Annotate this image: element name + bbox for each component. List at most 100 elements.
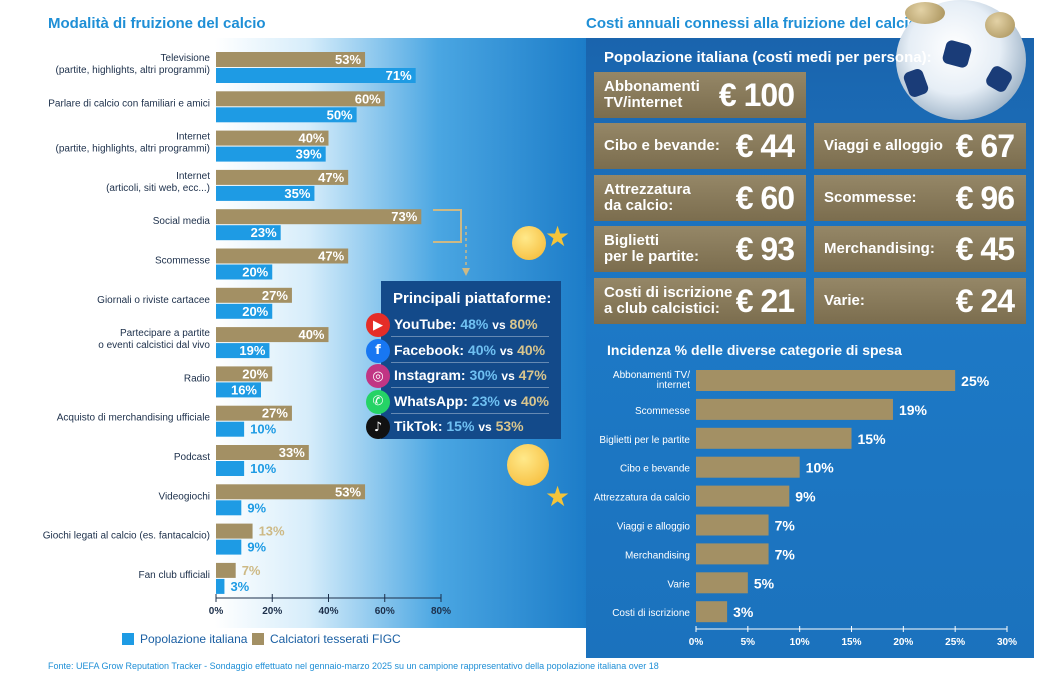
category-label: Internet (partite, highlights, altri prog… bbox=[56, 132, 211, 155]
bar-label-figc: 7% bbox=[242, 563, 261, 578]
cost-label: Cibo e bevande: bbox=[604, 137, 720, 154]
bar-label-figc: 53% bbox=[335, 52, 361, 67]
category-label-line: Abbonamenti TV/ bbox=[613, 370, 690, 381]
laughing-emoji-icon bbox=[512, 226, 546, 260]
cost-box: Varie: € 24 bbox=[814, 278, 1026, 324]
cost-value: € 96 bbox=[955, 179, 1015, 216]
x-tick-label: 0% bbox=[689, 637, 704, 648]
bar-population bbox=[216, 578, 225, 594]
x-tick-label: 10% bbox=[790, 637, 810, 648]
bar-population bbox=[216, 343, 270, 359]
bar-population bbox=[216, 146, 326, 162]
bar-incidence bbox=[696, 572, 748, 594]
bar-figc bbox=[216, 248, 349, 264]
cost-box: Biglietti per le partite: € 93 bbox=[594, 226, 806, 272]
category-label-line: Costi di iscrizione bbox=[612, 608, 690, 619]
cost-label: Biglietti per le partite: bbox=[604, 232, 700, 265]
bar-label-population: 10% bbox=[250, 461, 276, 476]
platform-row: ◎ Instagram: 30% vs 47% bbox=[366, 363, 561, 388]
platform-value-figc: 40% bbox=[520, 392, 549, 409]
bar-incidence bbox=[696, 485, 790, 507]
costs-title: Popolazione italiana (costi medi per per… bbox=[604, 49, 932, 66]
category-label: Fan club ufficiali bbox=[138, 570, 210, 581]
connector-bracket bbox=[433, 209, 462, 243]
x-tick-label: 40% bbox=[318, 606, 338, 617]
bar-label-incidence: 9% bbox=[795, 489, 816, 505]
bar-label-figc: 73% bbox=[391, 209, 417, 224]
category-label: Giornali o riviste cartacee bbox=[97, 295, 210, 306]
category-label: Parlare di calcio con familiari e amici bbox=[48, 98, 210, 109]
x-tick-label: 80% bbox=[431, 606, 451, 617]
facebook-icon: f bbox=[366, 338, 390, 363]
platform-value-population: 23% bbox=[471, 392, 500, 409]
bar-label-population: 16% bbox=[231, 382, 257, 397]
bar-label-figc: 40% bbox=[298, 131, 324, 146]
whatsapp-icon: ✆ bbox=[366, 389, 390, 414]
bar-incidence bbox=[696, 370, 956, 391]
category-label-line: Partecipare a partite bbox=[120, 328, 210, 339]
right-title: Costi annuali connessi alla fruizione de… bbox=[586, 15, 918, 32]
platform-row: ▶ YouTube: 48% vs 80% bbox=[366, 312, 561, 337]
category-label-line: Videogiochi bbox=[158, 491, 210, 502]
category-label: Merchandising bbox=[625, 550, 690, 561]
bar-label-incidence: 7% bbox=[775, 518, 796, 534]
bar-figc bbox=[216, 130, 329, 146]
platform-value-figc: 53% bbox=[495, 418, 524, 434]
legend-label-population: Popolazione italiana bbox=[140, 632, 248, 646]
bar-label-figc: 27% bbox=[262, 406, 288, 421]
category-label: Varie bbox=[667, 579, 690, 590]
cost-label: Merchandising: bbox=[824, 240, 935, 257]
cost-value: € 67 bbox=[955, 127, 1015, 164]
bar-label-population: 23% bbox=[251, 225, 277, 240]
bar-incidence bbox=[696, 398, 893, 420]
x-tick-label: 20% bbox=[893, 637, 913, 648]
connector-arrow bbox=[462, 268, 470, 276]
star-icon: ★ bbox=[545, 220, 571, 253]
category-label-line: o eventi calcistici dal vivo bbox=[98, 340, 210, 351]
platform-vs: vs bbox=[499, 343, 514, 358]
category-label-line: (partite, highlights, altri programmi) bbox=[56, 144, 211, 155]
cost-box: Attrezzatura da calcio: € 60 bbox=[594, 175, 806, 221]
platform-row: ♪ TikTok: 15% vs 53% bbox=[366, 414, 561, 439]
category-label-line: (articoli, siti web, ecc...) bbox=[106, 183, 210, 194]
category-label: Televisione (partite, highlights, altri p… bbox=[56, 53, 211, 76]
legend-label-figc: Calciatori tesserati FIGC bbox=[270, 632, 401, 646]
category-label: Cibo e bevande bbox=[620, 464, 690, 475]
category-label: Partecipare a partite o eventi calcistici… bbox=[98, 328, 210, 351]
category-label-line: (partite, highlights, altri programmi) bbox=[56, 65, 211, 76]
category-label: Acquisto di merchandising ufficiale bbox=[57, 413, 211, 424]
cost-box: Scommesse: € 96 bbox=[814, 175, 1026, 221]
legend-swatch-blue bbox=[122, 633, 134, 645]
cost-label: Abbonamenti TV/internet bbox=[604, 78, 700, 111]
platform-vs: vs bbox=[501, 369, 515, 383]
category-label-line: internet bbox=[657, 380, 691, 391]
cost-label: Viaggi e alloggio bbox=[824, 137, 943, 154]
platform-name: YouTube: bbox=[394, 316, 457, 332]
bar-label-population: 3% bbox=[230, 579, 249, 594]
cost-label: Varie: bbox=[824, 292, 865, 309]
platform-value-figc: 80% bbox=[509, 316, 538, 332]
bar-population bbox=[216, 421, 245, 437]
cost-value: € 60 bbox=[735, 179, 795, 216]
category-label: Scommesse bbox=[635, 406, 690, 417]
bar-label-figc: 47% bbox=[318, 249, 344, 264]
category-label: Viaggi e alloggio bbox=[617, 522, 691, 533]
bar-label-figc: 53% bbox=[335, 484, 361, 499]
category-label-line: Social media bbox=[153, 216, 211, 227]
bar-incidence bbox=[696, 514, 769, 536]
platform-text: Facebook: 40% vs 40% bbox=[394, 342, 545, 358]
category-label-line: Merchandising bbox=[625, 550, 690, 561]
bar-population bbox=[216, 303, 273, 319]
category-label: Internet (articoli, siti web, ecc...) bbox=[106, 171, 210, 194]
bar-label-population: 9% bbox=[247, 540, 266, 555]
coin-image bbox=[905, 2, 945, 24]
category-label-line: Varie bbox=[667, 579, 690, 590]
x-tick-label: 15% bbox=[841, 637, 861, 648]
platform-value-population: 30% bbox=[469, 367, 498, 383]
cost-value: € 21 bbox=[735, 282, 795, 319]
bar-label-population: 20% bbox=[242, 304, 268, 319]
bar-population bbox=[216, 68, 416, 83]
x-tick-label: 60% bbox=[375, 606, 395, 617]
platforms-panel: Principali piattaforme: ▶ YouTube: 48% vs… bbox=[366, 281, 561, 439]
